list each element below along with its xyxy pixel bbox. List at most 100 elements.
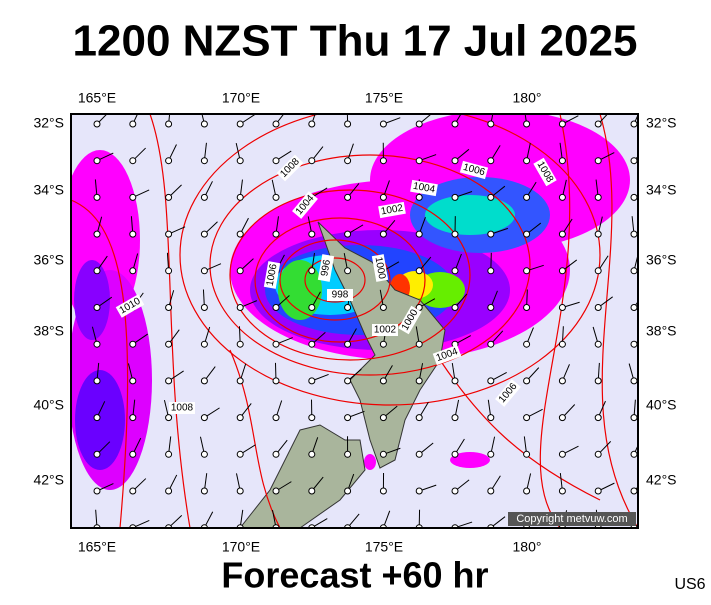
- barb-station: [559, 305, 565, 311]
- barb-station: [237, 305, 243, 311]
- barb-station: [524, 378, 530, 384]
- barb-station: [345, 121, 351, 127]
- barb-station: [130, 121, 136, 127]
- barb-station: [273, 451, 279, 457]
- barb-station: [237, 194, 243, 200]
- latitude-label: 42°S: [33, 472, 64, 488]
- barb-station: [130, 231, 136, 237]
- barb-station: [452, 121, 458, 127]
- barb-station: [130, 415, 136, 421]
- barb-station: [166, 451, 172, 457]
- barb-station: [380, 341, 386, 347]
- barb-station: [452, 305, 458, 311]
- barb-station: [524, 158, 530, 164]
- barb-station: [380, 231, 386, 237]
- barb-station: [166, 231, 172, 237]
- barb-station: [380, 158, 386, 164]
- barb-station: [130, 451, 136, 457]
- isobar-label: 1008: [171, 403, 194, 414]
- model-code: US6: [674, 576, 705, 593]
- barb-station: [559, 488, 565, 494]
- longitude-label: 165°E: [78, 90, 116, 106]
- barb-station: [237, 451, 243, 457]
- barb-station: [452, 268, 458, 274]
- barb-station: [380, 121, 386, 127]
- barb-station: [94, 268, 100, 274]
- barb-station: [345, 488, 351, 494]
- longitude-label: 165°E: [78, 539, 116, 555]
- barb-station: [345, 378, 351, 384]
- barb-station: [201, 121, 207, 127]
- barb-station: [631, 415, 637, 421]
- map-area: [60, 105, 650, 531]
- barb-station: [631, 231, 637, 237]
- barb-station: [631, 194, 637, 200]
- latitude-label: 32°S: [33, 115, 64, 131]
- title: 1200 NZST Thu 17 Jul 2025: [73, 17, 638, 66]
- barb-station: [309, 378, 315, 384]
- barb-station: [273, 341, 279, 347]
- barb-station: [345, 415, 351, 421]
- barb-station: [595, 488, 601, 494]
- barb-station: [380, 378, 386, 384]
- barb-station: [488, 268, 494, 274]
- barb-station: [309, 121, 315, 127]
- barb-station: [166, 341, 172, 347]
- barb-station: [488, 378, 494, 384]
- barb-station: [631, 268, 637, 274]
- barb-station: [416, 268, 422, 274]
- barb-station: [559, 194, 565, 200]
- barb-station: [130, 378, 136, 384]
- barb-station: [559, 451, 565, 457]
- barb-station: [595, 415, 601, 421]
- barb-station: [345, 231, 351, 237]
- barb-station: [595, 268, 601, 274]
- barb-station: [595, 451, 601, 457]
- barb-station: [524, 488, 530, 494]
- barb-station: [380, 451, 386, 457]
- barb-station: [130, 194, 136, 200]
- isobar-label: 998: [332, 290, 349, 301]
- longitude-label: 180°: [513, 90, 542, 106]
- barb-station: [309, 158, 315, 164]
- barb-station: [94, 341, 100, 347]
- barb-station: [345, 268, 351, 274]
- barb-station: [94, 305, 100, 311]
- barb-station: [595, 378, 601, 384]
- barb-station: [524, 268, 530, 274]
- longitude-label: 175°E: [365, 539, 403, 555]
- barb-station: [595, 231, 601, 237]
- barb-station: [237, 378, 243, 384]
- barb-station: [380, 488, 386, 494]
- latitude-label: 38°S: [33, 323, 64, 339]
- barb-station: [631, 378, 637, 384]
- barb-station: [166, 194, 172, 200]
- barb-station: [524, 415, 530, 421]
- barb-station: [201, 158, 207, 164]
- barb-station: [488, 451, 494, 457]
- barb-station: [416, 341, 422, 347]
- barb-station: [345, 451, 351, 457]
- barb-station: [201, 305, 207, 311]
- barb-station: [94, 488, 100, 494]
- barb-station: [130, 268, 136, 274]
- barb-station: [345, 158, 351, 164]
- barb-station: [631, 305, 637, 311]
- barb-station: [559, 341, 565, 347]
- barb-station: [309, 341, 315, 347]
- barb-station: [488, 231, 494, 237]
- barb-station: [201, 194, 207, 200]
- barb-station: [559, 121, 565, 127]
- barb-station: [94, 378, 100, 384]
- barb-station: [309, 231, 315, 237]
- barb-station: [595, 194, 601, 200]
- barb-station: [201, 231, 207, 237]
- latitude-label: 34°S: [646, 182, 677, 198]
- barb-station: [309, 488, 315, 494]
- barb-station: [309, 268, 315, 274]
- barb-station: [488, 305, 494, 311]
- barb-station: [559, 158, 565, 164]
- longitude-label: 180°: [513, 539, 542, 555]
- barb-station: [273, 194, 279, 200]
